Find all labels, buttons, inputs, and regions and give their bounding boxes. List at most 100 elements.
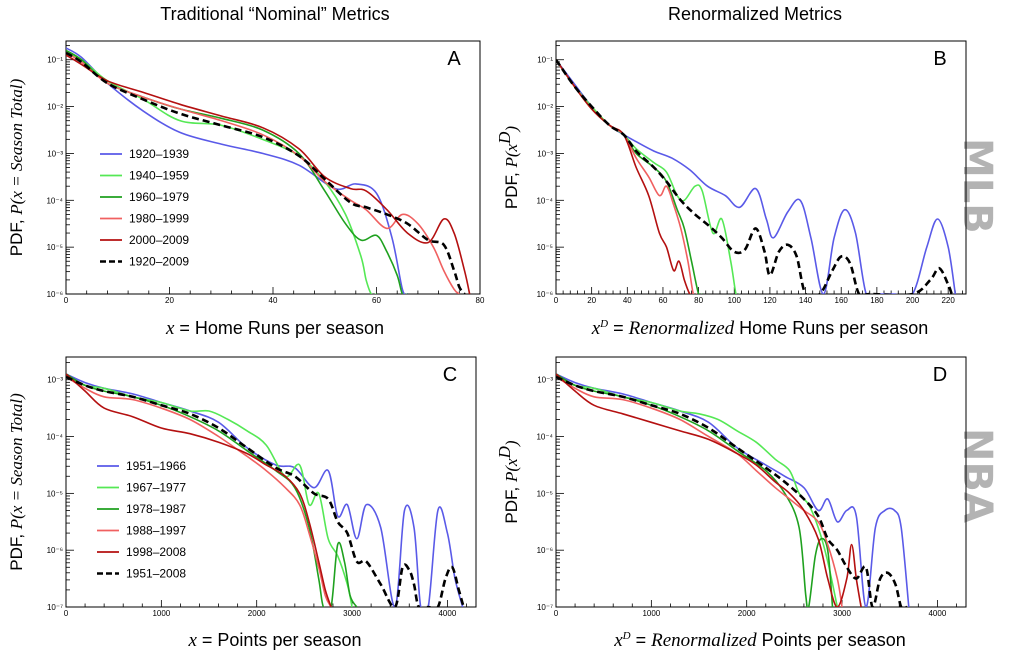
xlabel-b-text: Home Runs per season — [734, 318, 929, 338]
x-tick-label: 180 — [870, 296, 884, 305]
legend-label: 1960–1979 — [129, 190, 189, 204]
legend-label: 1951–1966 — [126, 459, 186, 473]
y-tick-label: 10⁻³ — [537, 376, 553, 385]
y-tick-label: 10⁻³ — [47, 149, 63, 158]
x-tick-label: 3000 — [343, 609, 361, 618]
series-line-1951-1966 — [556, 373, 910, 607]
plot-frame — [555, 356, 967, 608]
series-line-1988-1997 — [556, 376, 843, 607]
x-tick-label: 60 — [372, 296, 381, 305]
y-tick-label: 10⁻² — [537, 103, 553, 112]
legend-label: 1940–1959 — [129, 169, 189, 183]
panel-c: 0 1000 2000 3000 4000 10⁻⁷ 10⁻⁶ 10⁻⁵ 10⁻⁴ 10⁻³ C PD… — [7, 356, 477, 618]
xlabel-d-eq: = — [630, 630, 652, 650]
series-line-2000-2009 — [66, 54, 471, 294]
series-line-1940-1959 — [66, 51, 377, 294]
y-tick-label: 10⁻⁵ — [537, 489, 553, 498]
y-axis-label-sup: D — [495, 445, 514, 459]
y-tick-label: 10⁻³ — [537, 149, 553, 158]
xlabel-c: x = Points per season — [70, 630, 480, 652]
y-axis-label-close: ) — [502, 440, 521, 447]
x-tick-label: 4000 — [438, 609, 456, 618]
y-axis-label-italic: P(x — [502, 143, 521, 168]
panel-letter: D — [933, 364, 947, 386]
xlabel-d-sup: D — [622, 630, 631, 642]
y-axis-label-prefix: PDF, — [502, 167, 521, 209]
xlabel-d-italic: Renormalized — [651, 630, 757, 651]
y-tick-label: 10⁻⁶ — [47, 290, 63, 299]
xlabel-b: xD = Renormalized Home Runs per season — [540, 318, 980, 340]
legend-label: 1998–2008 — [126, 545, 186, 559]
y-tick-label: 10⁻⁶ — [47, 546, 63, 555]
legend-label: 1988–1997 — [126, 524, 186, 538]
series-line-1998-2008 — [556, 373, 862, 607]
y-tick-label: 10⁻⁴ — [46, 196, 63, 205]
y-axis-label-italic: P(x — [502, 458, 521, 483]
x-tick-label: 140 — [799, 296, 813, 305]
x-tick-label: 200 — [906, 296, 920, 305]
x-tick-label: 80 — [694, 296, 703, 305]
legend-label: 1967–1977 — [126, 481, 186, 495]
x-tick-label: 220 — [941, 296, 955, 305]
series-line-1920-2009 — [66, 51, 466, 294]
series-line-1951-1966 — [66, 373, 464, 607]
y-tick-label: 10⁻⁵ — [47, 243, 63, 252]
xlabel-b-sup: D — [600, 318, 609, 330]
panel-letter: C — [443, 364, 457, 386]
x-tick-label: 20 — [587, 296, 596, 305]
y-tick-label: 10⁻⁴ — [536, 433, 553, 442]
x-tick-label: 40 — [269, 296, 278, 305]
y-axis-label-prefix: PDF, — [502, 482, 521, 524]
x-tick-label: 2000 — [248, 609, 266, 618]
y-axis-label: PDF, P(x = Season Total) — [7, 78, 26, 256]
series-line-1920-2009 — [556, 58, 953, 294]
x-tick-label: 1000 — [642, 609, 660, 618]
panel-letter: B — [933, 48, 946, 70]
y-axis-label: PDF, P(x = Season Total) — [7, 393, 26, 571]
x-tick-label: 3000 — [833, 609, 851, 618]
y-tick-label: 10⁻⁵ — [537, 243, 553, 252]
y-tick-label: 10⁻⁷ — [537, 603, 553, 612]
legend-label: 1951–2008 — [126, 567, 186, 581]
panel-a: 0 20 40 60 80 10⁻⁶ 10⁻⁵ 10⁻⁴ 10⁻³ 10⁻² 10⁻¹ A PDF, P… — [7, 40, 485, 305]
xlabel-c-var: x — [188, 630, 197, 651]
y-tick-label: 10⁻⁶ — [537, 290, 553, 299]
x-tick-label: 20 — [165, 296, 174, 305]
panel-letter: A — [447, 48, 461, 70]
xlabel-d-text: Points per season — [756, 630, 906, 650]
x-tick-label: 0 — [64, 609, 69, 618]
right-column-title: Renormalized Metrics — [667, 4, 843, 24]
y-tick-label: 10⁻⁴ — [536, 196, 553, 205]
xlabel-a-var: x — [165, 318, 175, 339]
series-line-1978-1987 — [556, 373, 834, 607]
legend-label: 1920–2009 — [129, 255, 189, 269]
y-tick-label: 10⁻¹ — [47, 56, 63, 65]
xlabel-c-text: = Points per season — [196, 630, 362, 650]
y-tick-label: 10⁻⁵ — [47, 489, 63, 498]
plot-frame — [555, 40, 967, 295]
xlabel-a: x = Home Runs per season — [70, 318, 480, 340]
series-line-2000-2009 — [556, 59, 693, 294]
y-tick-label: 10⁻² — [47, 103, 63, 112]
series-line-1980-1999 — [556, 59, 698, 294]
y-tick-label: 10⁻⁷ — [47, 603, 63, 612]
x-tick-label: 160 — [835, 296, 849, 305]
legend-label: 1980–1999 — [129, 212, 189, 226]
x-tick-label: 1000 — [152, 609, 170, 618]
left-column-title: Traditional “Nominal” Metrics — [160, 4, 390, 24]
xlabel-d: xD = Renormalized Points per season — [540, 630, 980, 652]
legend-label: 1978–1987 — [126, 502, 186, 516]
x-tick-label: 0 — [554, 296, 559, 305]
xlabel-a-text: = Home Runs per season — [174, 318, 385, 338]
x-tick-label: 80 — [476, 296, 485, 305]
series-line-1960-1979 — [556, 59, 703, 294]
y-axis-label-prefix: PDF, — [7, 215, 26, 257]
series-line-1920-1939 — [556, 59, 957, 294]
x-tick-label: 40 — [623, 296, 632, 305]
y-axis-label: PDF, P(xD) — [495, 126, 521, 209]
series-line-1951-2008 — [66, 375, 465, 607]
y-axis-label-italic: P(x = Season Total) — [7, 78, 26, 215]
y-tick-label: 10⁻³ — [47, 376, 63, 385]
